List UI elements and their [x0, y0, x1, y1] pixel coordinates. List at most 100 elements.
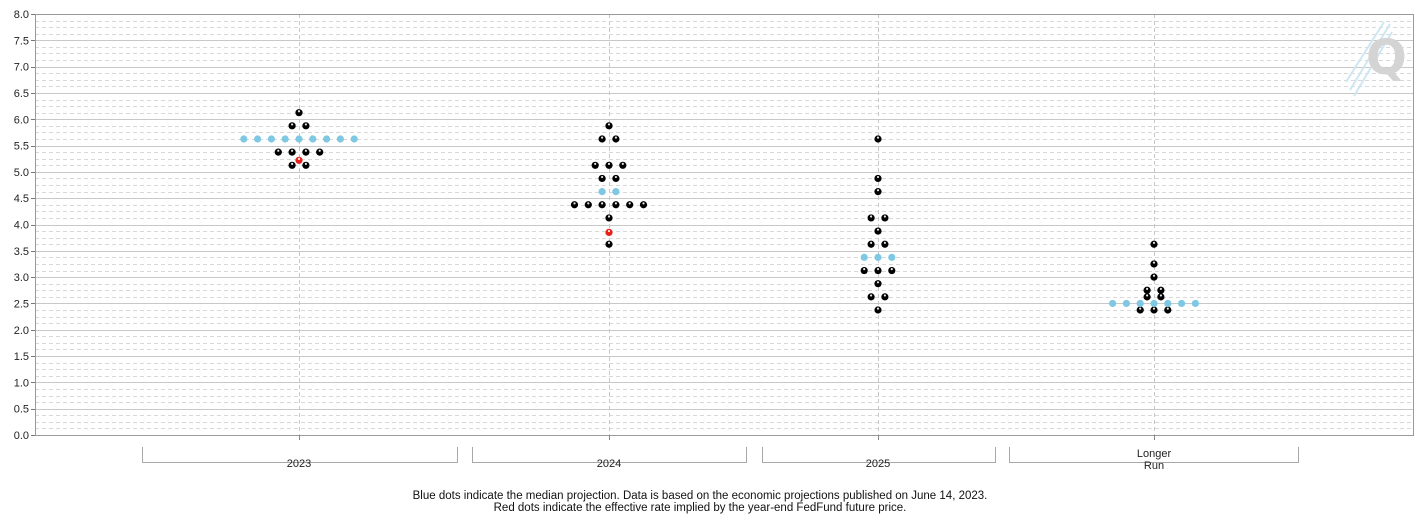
- dot-highlight: [614, 175, 618, 179]
- dot-highlight: [1152, 307, 1156, 310]
- dot-highlight: [876, 228, 880, 231]
- data-dot: [302, 161, 310, 169]
- dot-highlight: [607, 229, 611, 233]
- plot-area-frame: [35, 14, 1414, 436]
- grid-layer: [35, 14, 1413, 436]
- data-dot: [336, 135, 344, 143]
- footnote-line-2: Red dots indicate the effective rate imp…: [493, 502, 907, 514]
- data-dot: [867, 240, 875, 248]
- y-tick-label: 6.0: [14, 114, 29, 126]
- data-dot: [591, 161, 599, 169]
- data-dot: [881, 214, 889, 222]
- dot-highlight: [876, 136, 880, 139]
- data-dot: [302, 148, 310, 156]
- data-dot: [240, 135, 248, 143]
- data-dot: [323, 135, 331, 143]
- category-bracket: [472, 447, 747, 463]
- y-tick-label: 7.0: [14, 62, 29, 74]
- dot-highlight: [573, 202, 576, 205]
- data-dot: [860, 253, 868, 261]
- data-dot: [598, 188, 606, 196]
- dot-plot-chart: 0.0 0.5 1.0 1.5 2.0 2.5 3.0 3.5 4.0 4.5 5.0 5.5 6.0 6…: [14, 9, 1414, 472]
- data-dot: [1157, 286, 1165, 294]
- y-tick-label: 5.0: [14, 167, 29, 179]
- footnote-line-1: Blue dots indicate the median projection…: [412, 490, 988, 502]
- dot-highlight: [876, 307, 880, 310]
- data-dot: [605, 228, 613, 236]
- y-tick-label: 5.5: [14, 141, 29, 153]
- y-tick-label: 0.0: [14, 430, 29, 442]
- data-dot: [1150, 273, 1158, 281]
- data-dot: [1191, 299, 1199, 308]
- data-dot: [350, 135, 358, 143]
- footnote: Blue dots indicate the median projection…: [0, 490, 1400, 514]
- data-dot: [619, 161, 627, 169]
- data-dot: [605, 122, 613, 130]
- data-dot: [1150, 240, 1158, 248]
- dot-highlight: [883, 215, 887, 218]
- dot-highlight: [607, 123, 611, 126]
- data-dot: [874, 306, 882, 314]
- data-dot: [612, 135, 620, 143]
- data-dot: [874, 135, 882, 143]
- dot-highlight: [1152, 261, 1156, 264]
- y-tick-label: 8.0: [14, 9, 29, 21]
- dot-highlight: [1146, 287, 1149, 290]
- data-dot: [295, 156, 303, 164]
- dot-highlight: [621, 162, 624, 165]
- data-dot: [1157, 293, 1165, 301]
- data-dot: [874, 227, 882, 235]
- dot-highlight: [883, 294, 887, 297]
- data-dot: [584, 201, 592, 209]
- data-dot: [612, 174, 620, 183]
- data-dot: [295, 109, 303, 117]
- data-dot: [598, 174, 606, 183]
- dot-highlight: [876, 175, 880, 179]
- y-tick-label: 4.5: [14, 193, 29, 205]
- category-label: Run: [1144, 460, 1164, 472]
- data-dot: [1164, 299, 1172, 308]
- data-dot: [254, 135, 262, 143]
- data-dot: [1136, 299, 1144, 308]
- data-dot: [1150, 299, 1158, 308]
- data-dot: [288, 122, 296, 130]
- data-dot: [295, 135, 303, 143]
- dot-highlight: [876, 268, 880, 271]
- data-dot: [612, 201, 620, 209]
- dot-highlight: [318, 149, 321, 152]
- category-bracket: [142, 447, 458, 463]
- data-dot: [881, 293, 889, 301]
- dot-highlight: [863, 268, 866, 271]
- y-tick-label: 3.5: [14, 246, 29, 258]
- data-dot: [612, 188, 620, 196]
- q-logo-watermark: Q: [1345, 21, 1407, 97]
- data-dot: [267, 135, 275, 143]
- dot-highlight: [291, 162, 294, 165]
- dot-highlight: [587, 202, 590, 205]
- data-dot: [874, 266, 882, 275]
- category-label: Longer: [1137, 448, 1172, 460]
- dot-highlight: [1146, 294, 1149, 297]
- axis-layer: 0.0 0.5 1.0 1.5 2.0 2.5 3.0 3.5 4.0 4.5 5.0 5.5 6.0 6…: [14, 9, 1414, 442]
- data-dot: [605, 240, 613, 248]
- data-dot: [639, 201, 648, 209]
- data-dot: [874, 280, 882, 288]
- data-dot: [1164, 306, 1172, 314]
- dot-highlight: [601, 202, 604, 205]
- y-tick-label: 1.0: [14, 377, 29, 389]
- data-dot: [888, 253, 896, 261]
- dot-highlight: [1139, 307, 1142, 310]
- dot-highlight: [277, 149, 280, 152]
- q-logo-letter: Q: [1366, 30, 1407, 86]
- dot-highlight: [304, 162, 307, 165]
- data-dot: [874, 174, 882, 183]
- dot-highlight: [291, 149, 294, 152]
- dot-highlight: [876, 189, 880, 192]
- dot-highlight: [870, 241, 873, 244]
- data-dot: [288, 148, 296, 156]
- category-label: 2023: [287, 458, 311, 470]
- dot-highlight: [607, 162, 611, 165]
- dot-highlight: [1166, 307, 1169, 310]
- data-dot: [626, 201, 634, 209]
